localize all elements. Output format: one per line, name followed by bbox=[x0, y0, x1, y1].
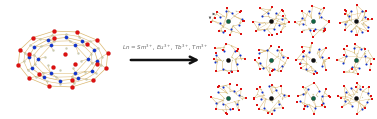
Text: Ln = Sm$^{3+}$, Eu$^{3+}$, Tb$^{3+}$, Tm$^{3+}$: Ln = Sm$^{3+}$, Eu$^{3+}$, Tb$^{3+}$, Tm… bbox=[122, 43, 208, 53]
